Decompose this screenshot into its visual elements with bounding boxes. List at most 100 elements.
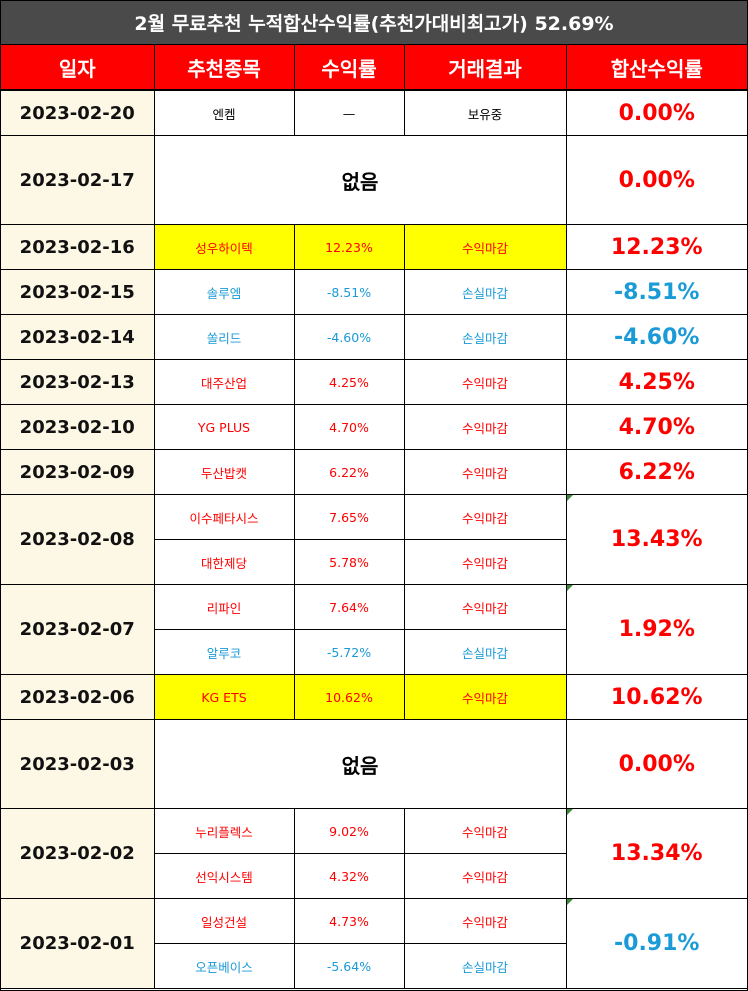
comment-marker [566,585,573,591]
stock-name-cell: 일성건설 [153,898,295,944]
result-cell: 수익마감 [403,584,567,630]
rate-cell: 10.62% [293,674,405,720]
total-return-cell: 0.00% [565,719,747,809]
date-cell: 2023-02-09 [1,449,155,495]
total-return-cell: 0.00% [565,135,747,225]
stock-name-cell: 이수페타시스 [153,494,295,540]
table-row: 2023-02-20 엔켐 — 보유중 0.00% [1,89,747,136]
date-cell: 2023-02-03 [1,719,155,809]
total-return-cell: 13.34% [565,808,747,899]
total-return-cell: 6.22% [565,449,747,495]
date-cell: 2023-02-16 [1,224,155,270]
header-total: 합산수익률 [566,45,747,91]
table-row: 2023-02-02 누리플렉스 9.02% 수익마감 13.34% [1,808,747,899]
table-row: 알루코 -5.72% 손실마감 [1,629,747,675]
table-row: 2023-02-06 KG ETS 10.62% 수익마감 10.62% [1,674,747,720]
result-cell: 수익마감 [403,449,567,495]
result-cell: 수익마감 [403,808,567,854]
date-cell: 2023-02-17 [1,135,155,225]
table-row: 2023-02-14 쏠리드 -4.60% 손실마감 -4.60% [1,314,747,360]
date-cell: 2023-02-02 [1,808,155,899]
result-cell: 수익마감 [403,359,567,405]
total-return-cell: -4.60% [565,314,747,360]
result-cell: 수익마감 [403,674,567,720]
total-return-cell: -8.51% [565,269,747,315]
table-row: 2023-02-01 일성건설 4.73% 수익마감 -0.91% [1,898,747,989]
date-cell: 2023-02-06 [1,674,155,720]
table-row: 2023-02-03 없음 0.00% [1,719,747,809]
date-cell: 2023-02-14 [1,314,155,360]
rate-cell: 9.02% [293,808,405,854]
total-return-cell: 13.43% [565,494,747,585]
table-row: 2023-02-13 대주산업 4.25% 수익마감 4.25% [1,359,747,405]
table-row: 2023-02-07 리파인 7.64% 수익마감 1.92% [1,584,747,675]
no-pick-cell: 없음 [153,135,567,225]
result-cell: 손실마감 [403,314,567,360]
header-stock: 추천종목 [154,45,295,91]
total-return-cell: 4.25% [565,359,747,405]
rate-cell: — [293,89,405,136]
rate-cell: 6.22% [293,449,405,495]
header-result: 거래결과 [404,45,567,91]
comment-marker [566,899,573,905]
stock-name-cell: 오픈베이스 [153,943,295,989]
stock-name-cell: 대한제당 [153,539,295,585]
total-return-cell: 12.23% [565,224,747,270]
date-cell: 2023-02-15 [1,269,155,315]
rate-cell: 4.32% [293,853,405,899]
rate-cell: 4.70% [293,404,405,450]
date-cell: 2023-02-13 [1,359,155,405]
table-row: 2023-02-08 이수페타시스 7.65% 수익마감 13.43% [1,494,747,585]
table-body: 2023-02-20 엔켐 — 보유중 0.00% 2023-02-17 없음 0.00% 20… [1,89,747,989]
stock-name-cell: 성우하이텍 [153,224,295,270]
table-row: 오픈베이스 -5.64% 손실마감 [1,943,747,989]
stock-name-cell: 대주산업 [153,359,295,405]
header-rate: 수익률 [294,45,405,91]
result-cell: 수익마감 [403,494,567,540]
table-row: 대한제당 5.78% 수익마감 [1,539,747,585]
rate-cell: 5.78% [293,539,405,585]
total-return-cell: 0.00% [565,89,747,136]
result-cell: 손실마감 [403,629,567,675]
date-cell: 2023-02-01 [1,898,155,989]
total-return-cell: -0.91% [565,898,747,989]
table-row: 2023-02-10 YG PLUS 4.70% 수익마감 4.70% [1,404,747,450]
no-pick-cell: 없음 [153,719,567,809]
stock-name-cell: 두산밥캣 [153,449,295,495]
result-cell: 수익마감 [403,898,567,944]
date-cell: 2023-02-07 [1,584,155,675]
total-return-cell: 4.70% [565,404,747,450]
rate-cell: -5.64% [293,943,405,989]
sheet-title: 2월 무료추천 누적합산수익률(추천가대비최고가) 52.69% [1,1,747,45]
stock-name-cell: 선익시스템 [153,853,295,899]
rate-cell: -5.72% [293,629,405,675]
header-date: 일자 [1,45,155,91]
stock-name-cell: YG PLUS [153,404,295,450]
table-row: 2023-02-09 두산밥캣 6.22% 수익마감 6.22% [1,449,747,495]
stock-name-cell: 알루코 [153,629,295,675]
stock-name-cell: 엔켐 [153,89,295,136]
result-cell: 수익마감 [403,853,567,899]
date-cell: 2023-02-08 [1,494,155,585]
comment-marker [566,495,573,501]
stock-name-cell: 솔루엠 [153,269,295,315]
stock-name-cell: 리파인 [153,584,295,630]
table-row: 2023-02-17 없음 0.00% [1,135,747,225]
rate-cell: 7.64% [293,584,405,630]
total-return-cell: 1.92% [565,584,747,675]
result-cell: 수익마감 [403,539,567,585]
rate-cell: 4.25% [293,359,405,405]
stock-name-cell: 누리플렉스 [153,808,295,854]
table-row: 2023-02-16 성우하이텍 12.23% 수익마감 12.23% [1,224,747,270]
comment-marker [566,809,573,815]
total-return-cell: 10.62% [565,674,747,720]
rate-cell: 7.65% [293,494,405,540]
stock-name-cell: KG ETS [153,674,295,720]
date-cell: 2023-02-10 [1,404,155,450]
header-row: 일자 추천종목 수익률 거래결과 합산수익률 [1,45,747,91]
results-table: 일자 추천종목 수익률 거래결과 합산수익률 2023-02-20 엔켐 — 보유중 0… [1,45,747,989]
rate-cell: 4.73% [293,898,405,944]
date-cell: 2023-02-20 [1,89,155,136]
table-row: 2023-02-15 솔루엠 -8.51% 손실마감 -8.51% [1,269,747,315]
